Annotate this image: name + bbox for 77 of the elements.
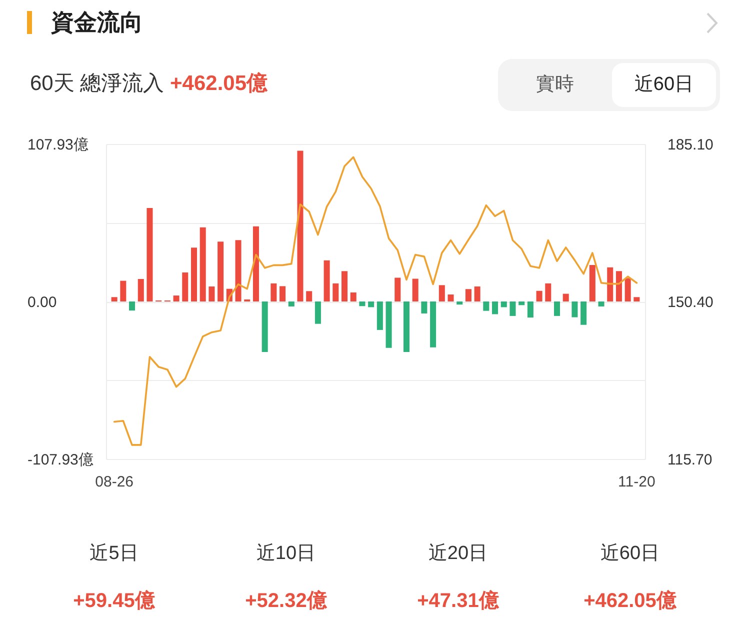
text: 近10日 [255, 542, 317, 566]
text: +59.45億 [72, 588, 156, 614]
bar [280, 286, 286, 302]
bar [324, 260, 330, 302]
bar [536, 290, 542, 302]
bar [456, 302, 463, 305]
bar [500, 302, 507, 308]
bar [314, 302, 321, 324]
bar [465, 289, 472, 302]
bar [146, 208, 153, 302]
bar [492, 302, 498, 314]
bar [376, 302, 383, 330]
bar [111, 297, 118, 302]
bar [368, 302, 374, 308]
bar [235, 240, 242, 302]
text: 近5日 [88, 542, 140, 566]
bar [607, 267, 614, 302]
bar [483, 302, 490, 311]
bar [412, 278, 418, 302]
bar [510, 302, 516, 316]
bar [190, 248, 198, 302]
text: 近60日 [599, 542, 661, 566]
bar [554, 302, 560, 316]
y2-tick-label: 150.40 [668, 294, 714, 311]
bar [448, 294, 454, 302]
bar [438, 285, 445, 302]
bar [624, 278, 631, 302]
x-tick-label: 11-20 [618, 474, 656, 490]
y-tick-label: -107.93億 [28, 452, 94, 468]
bar [306, 291, 312, 302]
y-tick-label: 107.93億 [28, 136, 88, 154]
x-tick-label: 08-26 [95, 474, 134, 490]
line-series [113, 156, 638, 446]
text: 近20日 [427, 542, 489, 566]
bar [386, 302, 392, 348]
bar [138, 279, 144, 302]
y-tick-label: 0.00 [28, 294, 57, 311]
bar [297, 150, 304, 302]
bar [350, 292, 356, 302]
bar [120, 280, 126, 302]
bar [634, 297, 640, 302]
bar [474, 286, 480, 302]
text: +52.32億 [244, 588, 328, 614]
bar [421, 302, 428, 314]
bar [218, 242, 224, 302]
y2-tick-label: 115.70 [668, 452, 712, 468]
bar [262, 302, 268, 352]
bar [598, 302, 604, 306]
bar [270, 283, 277, 302]
bar [394, 278, 401, 302]
bar [589, 265, 596, 302]
bar [252, 226, 259, 302]
bar [342, 271, 348, 302]
text: +47.31億 [416, 588, 500, 614]
bar [403, 302, 410, 352]
chart-title: 資金流向 [51, 8, 143, 37]
bar [359, 302, 366, 306]
bar [200, 227, 206, 302]
bar [616, 271, 622, 302]
bar [545, 283, 552, 302]
bar [527, 302, 534, 318]
bar [208, 286, 215, 302]
bar [129, 302, 136, 311]
chart-subtitle: 60天 總淨流入 +462.05億 [30, 72, 268, 95]
segmented-control: 實時 近60日 [498, 59, 720, 111]
bar [288, 302, 294, 306]
bar [562, 294, 569, 302]
bar [580, 302, 587, 325]
bar [430, 302, 436, 348]
bar [173, 296, 180, 302]
selected-tab: 近60日 [612, 63, 716, 107]
bar [518, 302, 525, 306]
y2-tick-label: 185.10 [668, 136, 714, 154]
bar [182, 272, 188, 302]
bar [332, 283, 339, 302]
text: +462.05億 [582, 588, 678, 614]
bar [572, 302, 578, 318]
